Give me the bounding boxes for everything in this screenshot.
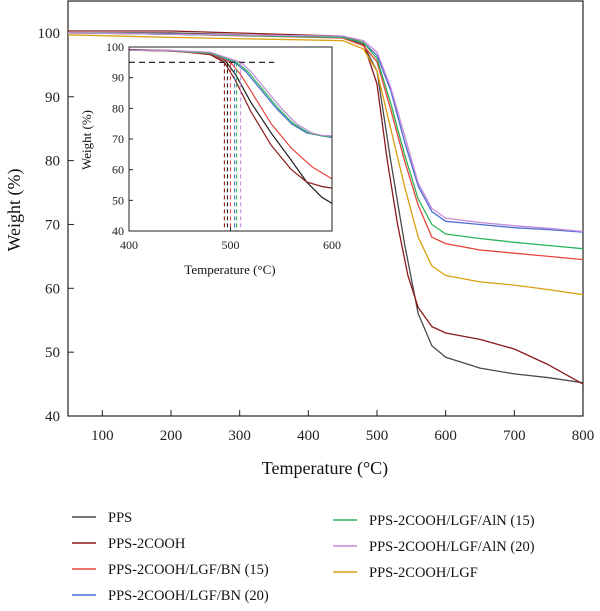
y-tick-label: 100 bbox=[38, 26, 61, 42]
y-tick-label: 50 bbox=[45, 345, 60, 361]
y-axis-label: Weight (%) bbox=[4, 168, 25, 251]
x-tick-label: 400 bbox=[297, 428, 320, 444]
legend-label-pps-2cooh-lgf-bn-15: PPS-2COOH/LGF/BN (15) bbox=[108, 562, 269, 578]
series-line-pps-2cooh-lgf bbox=[67, 34, 584, 296]
y-tick-label: 70 bbox=[45, 217, 60, 233]
inset-y-tick-label: 40 bbox=[112, 224, 124, 238]
inset-x-axis-label: Temperature (°C) bbox=[184, 262, 275, 277]
inset-y-tick-label: 100 bbox=[106, 40, 124, 54]
inset-guides bbox=[129, 61, 275, 231]
legend-label-pps-2cooh-lgf-aln-15: PPS-2COOH/LGF/AlN (15) bbox=[369, 513, 535, 529]
inset-y-tick-label: 70 bbox=[112, 132, 124, 146]
series-line-pps-2cooh-lgf-aln-20 bbox=[67, 32, 584, 233]
x-tick-label: 200 bbox=[160, 428, 183, 444]
main-series bbox=[67, 30, 584, 385]
inset-y-tick-label: 60 bbox=[112, 163, 124, 177]
main-ticks: 100 200 300 400 500 600 700 800 40 50 60 70 80 90 100 bbox=[38, 26, 595, 444]
x-tick-label: 700 bbox=[503, 428, 526, 444]
inset-y-tick-label: 90 bbox=[112, 71, 124, 85]
main-plot: 100 200 300 400 500 600 700 800 40 50 60 70 80 90100 … bbox=[4, 0, 595, 479]
inset-y-axis-label: Weight (%) bbox=[79, 110, 94, 170]
legend-label-pps-2cooh-lgf-aln-20: PPS-2COOH/LGF/AlN (20) bbox=[369, 539, 535, 555]
x-tick-label: 100 bbox=[91, 428, 114, 444]
inset-y-tick-label: 50 bbox=[112, 193, 124, 207]
inset-x-tick-label: 600 bbox=[323, 238, 341, 252]
y-tick-label: 40 bbox=[45, 409, 60, 425]
inset-series-line-pps-2cooh-lgf-aln-15 bbox=[128, 49, 333, 138]
legend-label-pps: PPS bbox=[108, 510, 132, 526]
inset-ticks: 400 500 600 40 50 60 70 80 90 100 bbox=[106, 40, 341, 252]
series-line-pps-2cooh-lgf-aln-15 bbox=[67, 32, 584, 250]
series-line-pps-2cooh-lgf-bn-15 bbox=[67, 32, 584, 261]
legend-label-pps-2cooh-lgf-bn-20: PPS-2COOH/LGF/BN (20) bbox=[108, 588, 269, 604]
x-tick-label: 300 bbox=[228, 428, 251, 444]
y-tick-label: 80 bbox=[45, 154, 60, 170]
y-tick-label: 90 bbox=[45, 90, 60, 106]
x-axis-label: Temperature (°C) bbox=[262, 458, 388, 479]
inset-y-tick-label: 80 bbox=[112, 101, 124, 115]
legend-label-pps-2cooh: PPS-2COOH bbox=[108, 536, 186, 552]
legend-label-pps-2cooh-lgf: PPS-2COOH/LGF bbox=[369, 565, 478, 581]
x-tick-label: 600 bbox=[434, 428, 457, 444]
y-tick-label: 60 bbox=[45, 281, 60, 297]
inset-series bbox=[128, 48, 333, 204]
main-plot-frame bbox=[67, 0, 584, 417]
inset-series-line-pps-2cooh-lgf-aln-20 bbox=[128, 49, 333, 137]
inset-plot: 400 500 600 40 50 60 70 80 90 100 Temperature (°C… bbox=[79, 40, 341, 277]
legend: PPS PPS-2COOH PPS-2COOH/LGF/BN (15) PPS-2CO… bbox=[72, 510, 535, 604]
x-tick-label: 800 bbox=[572, 428, 595, 444]
inset-x-tick-label: 400 bbox=[120, 238, 138, 252]
inset-x-tick-label: 500 bbox=[222, 238, 240, 252]
x-tick-label: 500 bbox=[366, 428, 389, 444]
